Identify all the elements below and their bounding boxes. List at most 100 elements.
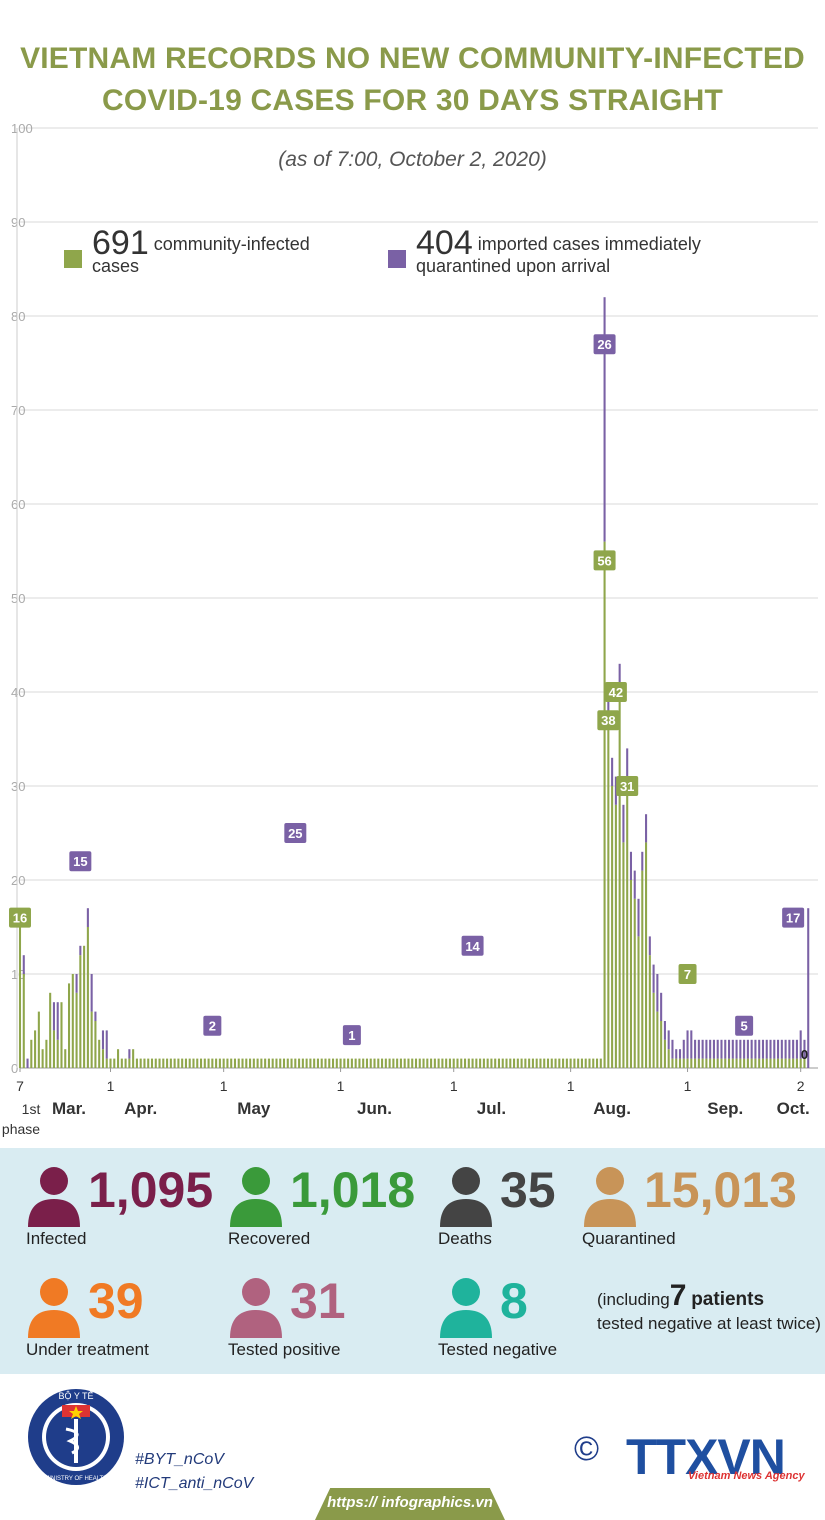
bar-community	[709, 1058, 712, 1068]
note-prefix: (including	[597, 1290, 670, 1309]
stat-value: 15,013	[644, 1162, 797, 1218]
bar-imported	[603, 297, 606, 542]
bar-community	[67, 983, 71, 1068]
bar-community	[309, 1058, 312, 1068]
bar-community	[426, 1058, 429, 1068]
person-icon	[28, 1167, 80, 1227]
bar-community	[128, 1058, 131, 1068]
value-label: 7	[684, 967, 691, 982]
bar-imported	[735, 1039, 738, 1059]
note-line2: tested negative at least twice)	[597, 1314, 821, 1333]
bar-community	[626, 776, 629, 1068]
bar-community	[697, 1058, 700, 1068]
stat-label: Under treatment	[26, 1340, 149, 1359]
bar-community	[313, 1058, 316, 1068]
bar-community	[584, 1058, 587, 1068]
bar-imported	[637, 898, 640, 937]
bar-imported	[641, 851, 644, 871]
x-tick-label: 1	[337, 1078, 345, 1094]
bar-community	[607, 710, 610, 1068]
month-label: May	[237, 1099, 271, 1118]
bar-community	[509, 1058, 512, 1068]
bar-community	[290, 1058, 293, 1068]
bar-community	[516, 1058, 519, 1068]
bar-community	[720, 1058, 723, 1068]
month-label: Apr.	[124, 1099, 157, 1118]
bar-community	[56, 1039, 59, 1068]
page-title: VIETNAM RECORDS NO NEW COMMUNITY-INFECTE…	[0, 38, 825, 122]
value-label: 14	[465, 939, 480, 954]
stat-value: 8	[500, 1273, 528, 1329]
bar-community	[215, 1058, 218, 1068]
bar-community	[588, 1058, 591, 1068]
bar-community	[769, 1058, 772, 1068]
bar-community	[233, 1058, 237, 1068]
bar-community	[437, 1058, 440, 1068]
ministry-of-health-logo: BỘ Y TẾ MINISTRY OF HEALTH	[28, 1389, 124, 1485]
bar-imported	[622, 804, 625, 843]
value-label-box	[9, 907, 31, 928]
ttxvn-logo: TTXVN	[626, 1429, 786, 1485]
bar-imported	[678, 1049, 682, 1059]
value-label: 1	[348, 1028, 355, 1043]
bar-community	[75, 992, 78, 1068]
bar-community	[147, 1058, 150, 1068]
bar-community	[550, 1058, 553, 1068]
bar-imported	[739, 1039, 742, 1059]
bar-imported	[727, 1039, 731, 1059]
hashtag-ict[interactable]: #ICT_anti_nCoV	[135, 1475, 254, 1492]
bar-community	[501, 1058, 504, 1068]
bar-community	[350, 1058, 353, 1068]
bar-community	[267, 1058, 270, 1068]
value-label-box	[678, 964, 697, 984]
bar-community	[139, 1058, 142, 1068]
bar-community	[271, 1058, 274, 1068]
bar-community	[369, 1058, 372, 1068]
bar-community	[143, 1058, 146, 1068]
stat-label: Deaths	[438, 1229, 492, 1248]
y-tick-label: 80	[11, 309, 25, 324]
bar-community	[377, 1058, 380, 1068]
legend-swatch-community	[64, 250, 82, 268]
stat-label: Recovered	[228, 1229, 311, 1248]
bar-community	[671, 1058, 674, 1068]
bar-community	[384, 1058, 387, 1068]
month-label: Jun.	[357, 1099, 392, 1118]
bar-imported	[682, 1039, 685, 1059]
bar-community	[298, 1058, 301, 1068]
month-label: Sep.	[707, 1099, 743, 1118]
bar-imported	[101, 1030, 105, 1050]
bar-community	[479, 1058, 482, 1068]
bar-imported	[652, 964, 655, 993]
bar-community	[282, 1058, 286, 1068]
person-icon	[28, 1278, 80, 1338]
bar-imported	[614, 776, 617, 805]
value-label-box	[342, 1025, 361, 1046]
bar-imported	[79, 945, 82, 956]
bar-community	[633, 898, 636, 1068]
hashtag-byt[interactable]: #BYT_nCoV	[135, 1451, 224, 1468]
bar-imported	[795, 1039, 798, 1059]
bar-community	[735, 1058, 738, 1068]
source-url[interactable]: https:// infographics.vn	[327, 1494, 493, 1511]
bar-community	[392, 1058, 395, 1068]
bar-community	[362, 1058, 365, 1068]
bar-community	[456, 1058, 459, 1068]
bar-imported	[667, 1030, 670, 1050]
bar-community	[354, 1058, 357, 1068]
bar-community	[712, 1058, 715, 1068]
bar-imported	[792, 1039, 795, 1059]
bar-community	[716, 1058, 719, 1068]
bar-community	[101, 1049, 105, 1068]
bar-community	[441, 1058, 444, 1068]
bar-imported	[105, 1030, 108, 1059]
bar-community	[494, 1058, 497, 1068]
y-tick-label: 20	[11, 873, 25, 888]
bar-community	[524, 1058, 527, 1068]
bar-community	[743, 1058, 746, 1068]
bar-community	[595, 1058, 599, 1068]
bar-imported	[765, 1039, 768, 1059]
bar-community	[264, 1058, 267, 1068]
bar-community	[256, 1058, 259, 1068]
value-label-box	[593, 550, 616, 571]
